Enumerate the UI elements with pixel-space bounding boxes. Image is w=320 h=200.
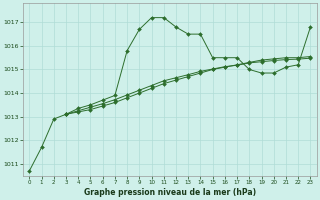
X-axis label: Graphe pression niveau de la mer (hPa): Graphe pression niveau de la mer (hPa) bbox=[84, 188, 256, 197]
